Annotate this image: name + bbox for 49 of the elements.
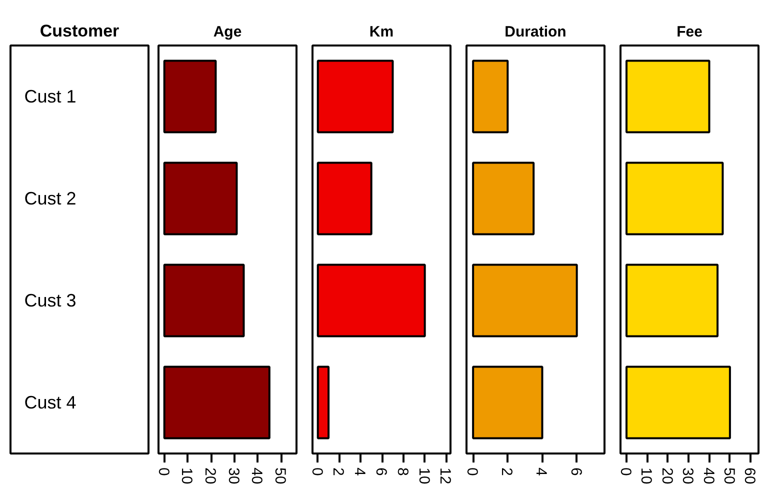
x-tick-label: 50 (272, 468, 289, 484)
x-tick-label: 4 (351, 468, 368, 476)
x-tick-label: 10 (638, 468, 655, 484)
x-tick-label: 0 (308, 468, 326, 476)
bar (472, 366, 544, 440)
x-tick-label: 2 (498, 468, 516, 476)
x-tick-label: 2 (330, 468, 347, 476)
bar (316, 162, 372, 236)
y-tick-label: Cust 4 (24, 392, 76, 412)
bar (472, 60, 509, 134)
bar (626, 264, 719, 338)
bar (163, 366, 270, 440)
x-tick-label: 60 (741, 468, 758, 484)
chart-title: Fee (676, 24, 702, 40)
bar (626, 366, 731, 440)
x-tick-label: 6 (372, 468, 390, 476)
bar (316, 60, 394, 134)
x-tick-label: 10 (178, 468, 196, 484)
x-tick-label: 30 (224, 468, 242, 484)
x-tick-label: 20 (202, 468, 219, 484)
bar (316, 264, 426, 338)
y-tick-label: Cust 3 (24, 290, 76, 310)
x-tick-label: 0 (464, 468, 481, 476)
bar (472, 264, 578, 338)
bar (163, 162, 238, 236)
bar (163, 264, 245, 338)
x-tick-label: 10 (415, 468, 432, 484)
x-tick-label: 50 (720, 468, 738, 484)
x-tick-label: 0 (617, 468, 634, 476)
x-tick-label: 0 (154, 468, 172, 476)
bar (316, 366, 330, 440)
y-tick-label: Cust 1 (24, 86, 76, 106)
chart-title: Duration (504, 24, 566, 40)
x-tick-label: 30 (679, 468, 696, 484)
x-tick-label: 40 (248, 468, 266, 484)
x-tick-label: 40 (700, 468, 717, 484)
y-axis-title: Customer (40, 22, 120, 40)
x-tick-label: 8 (394, 468, 411, 476)
x-tick-label: 12 (436, 468, 454, 484)
y-tick-label: Cust 2 (24, 188, 76, 208)
x-tick-label: 20 (658, 468, 676, 484)
bar (472, 162, 535, 236)
x-tick-label: 6 (567, 468, 584, 476)
x-tick-label: 4 (532, 468, 550, 476)
bar (626, 60, 710, 134)
bar (163, 60, 217, 134)
chart-title: Age (213, 24, 242, 40)
chart-title: Km (369, 24, 394, 40)
bar (626, 162, 724, 236)
